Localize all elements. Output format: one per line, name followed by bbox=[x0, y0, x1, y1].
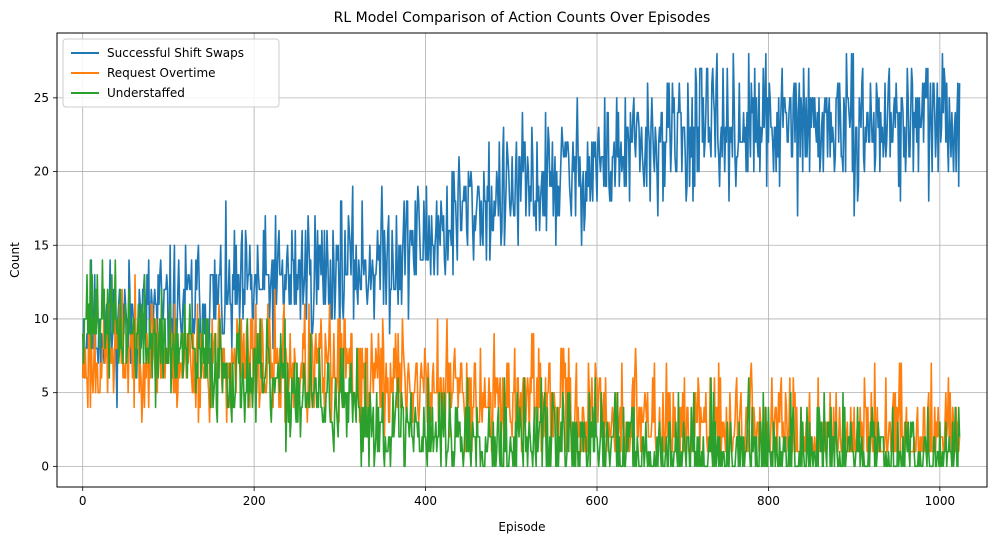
x-tick-label: 0 bbox=[79, 494, 87, 508]
series-line-understaffed bbox=[81, 259, 961, 468]
chart-title: RL Model Comparison of Action Counts Ove… bbox=[334, 10, 711, 26]
x-axis-ticks: 0 200 400 600 800 1000 bbox=[79, 487, 955, 508]
x-tick-label: 600 bbox=[586, 494, 609, 508]
legend-entry-label: Understaffed bbox=[107, 86, 185, 100]
plot-frame bbox=[56, 32, 988, 488]
x-axis-label: Episode bbox=[498, 520, 545, 534]
y-tick-label: 20 bbox=[34, 165, 49, 179]
x-tick-label: 1000 bbox=[925, 494, 956, 508]
y-tick-label: 10 bbox=[34, 312, 49, 326]
x-tick-label: 200 bbox=[243, 494, 266, 508]
series-lines bbox=[81, 52, 961, 468]
y-tick-label: 5 bbox=[41, 386, 49, 400]
y-tick-label: 25 bbox=[34, 91, 49, 105]
legend-entry-label: Successful Shift Swaps bbox=[107, 46, 244, 60]
legend-entry-label: Request Overtime bbox=[107, 66, 216, 80]
y-tick-label: 15 bbox=[34, 238, 49, 252]
legend: Successful Shift Swaps Request Overtime Un… bbox=[62, 38, 280, 108]
x-tick-label: 400 bbox=[414, 494, 437, 508]
y-tick-label: 0 bbox=[41, 459, 49, 473]
y-axis-ticks: 0 5 10 15 20 25 bbox=[34, 91, 57, 473]
x-tick-label: 800 bbox=[757, 494, 780, 508]
y-axis-label: Count bbox=[8, 242, 22, 278]
legend-box bbox=[62, 38, 280, 108]
series-line-successful-shift-swaps bbox=[81, 52, 961, 409]
